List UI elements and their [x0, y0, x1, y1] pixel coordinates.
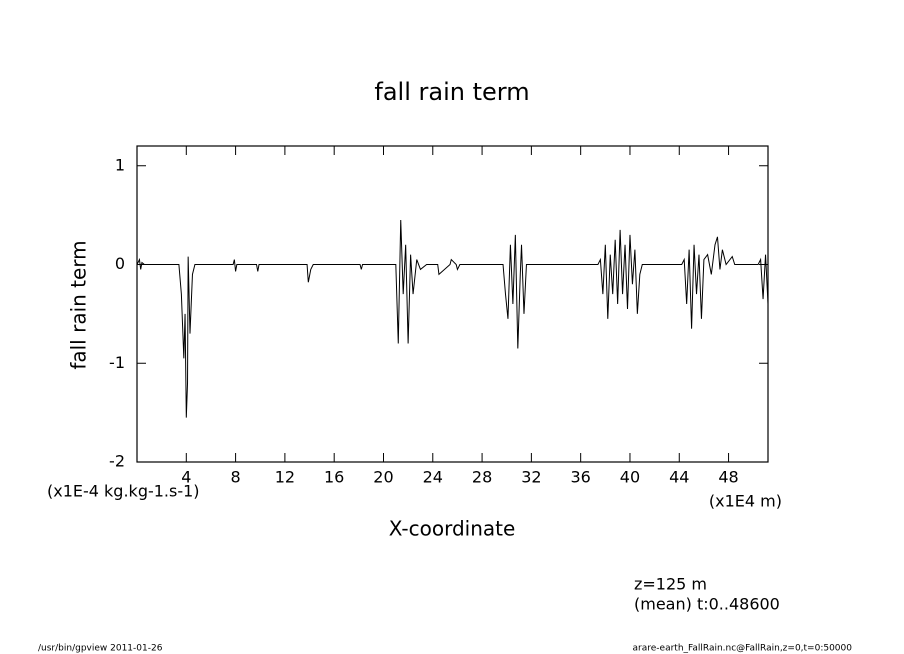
x-tick-label: 24 [423, 468, 443, 487]
x-tick-label: 20 [373, 468, 393, 487]
x-axis-label: X-coordinate [389, 517, 516, 541]
x-tick-label: 48 [718, 468, 738, 487]
footer: /usr/bin/gpview 2011-01-26 [38, 644, 163, 654]
x-tick-label: 8 [231, 468, 241, 487]
y-axis-label: fall rain term [67, 240, 91, 369]
annotation: z=125 m [634, 575, 707, 594]
plot-frame [136, 145, 769, 463]
y-tick-label: -2 [109, 452, 125, 471]
x-tick-label: 36 [570, 468, 590, 487]
data-line [137, 220, 768, 418]
x-tick-label: 44 [669, 468, 689, 487]
x-tick-label: 32 [521, 468, 541, 487]
x-tick-label: 12 [275, 468, 295, 487]
x-tick-label: 28 [472, 468, 492, 487]
x-tick-label: 16 [324, 468, 344, 487]
y-tick-label: 1 [115, 155, 125, 174]
y-tick-label: -1 [109, 353, 125, 372]
footer: arare-earth_FallRain.nc@FallRain,z=0,t=0… [633, 644, 853, 654]
y-unit: (x1E-4 kg.kg-1.s-1) [47, 482, 200, 501]
chart-title: fall rain term [374, 78, 529, 106]
x-tick-label: 40 [620, 468, 640, 487]
annotation: (mean) t:0..48600 [634, 595, 780, 614]
y-tick-label: 0 [115, 254, 125, 273]
x-tick-label: 4 [181, 468, 191, 487]
x-unit: (x1E4 m) [709, 492, 782, 511]
